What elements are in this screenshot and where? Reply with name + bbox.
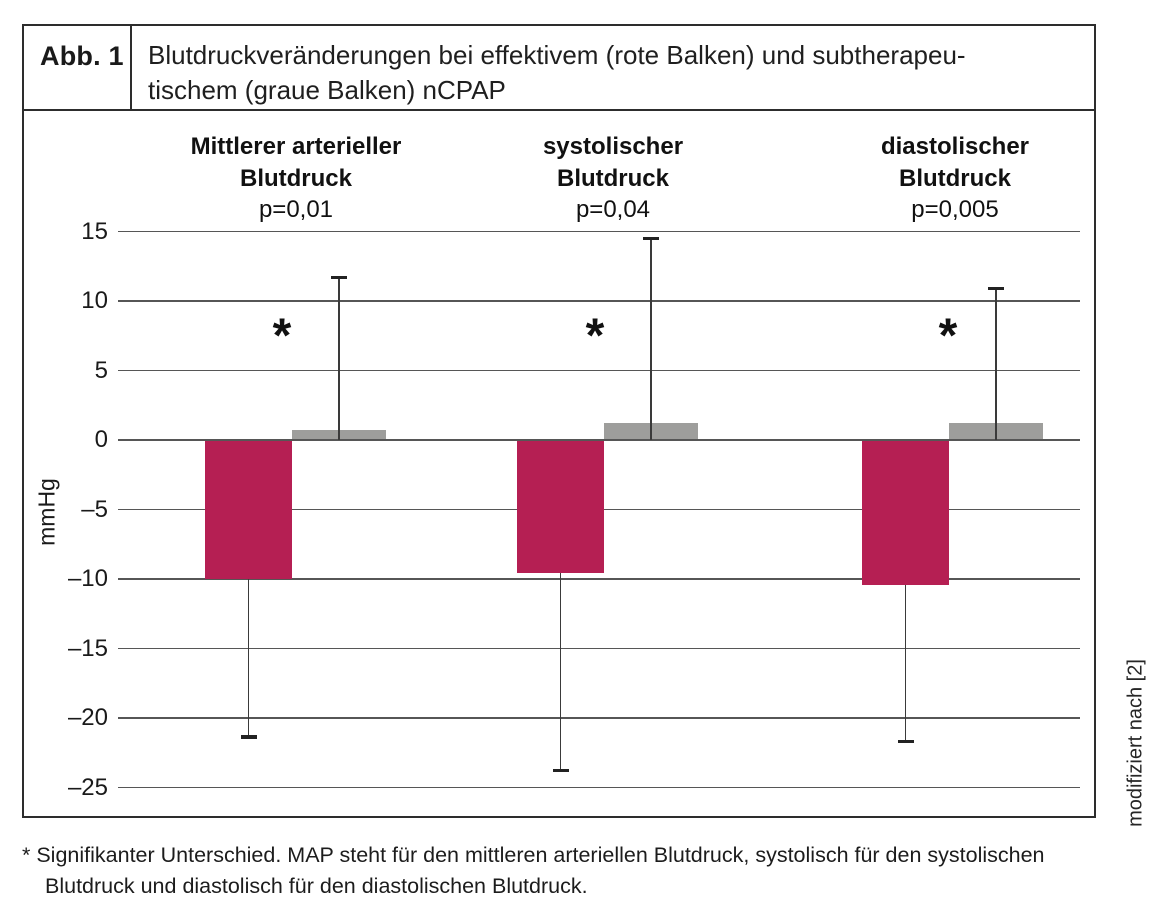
figure-caption-line1: Blutdruckveränderungen bei effektivem (r… (148, 40, 966, 70)
figure-caption-row: Abb. 1 Blutdruckveränderungen bei effekt… (24, 26, 1094, 111)
figure-box: Abb. 1 Blutdruckveränderungen bei effekt… (22, 24, 1096, 818)
footnote-line2: Blutdruck und diastolisch für den diasto… (45, 874, 588, 898)
source-note: modifiziert nach [2] (1124, 659, 1147, 827)
figure-caption-line2: tischem (graue Balken) nCPAP (148, 75, 506, 105)
figure-caption: Blutdruckveränderungen bei effektivem (r… (132, 26, 1094, 109)
footnote: * Signifikanter Unterschied. MAP steht f… (22, 840, 1102, 902)
footnote-line1: * Signifikanter Unterschied. MAP steht f… (22, 843, 1045, 867)
figure-label: Abb. 1 (24, 26, 132, 109)
